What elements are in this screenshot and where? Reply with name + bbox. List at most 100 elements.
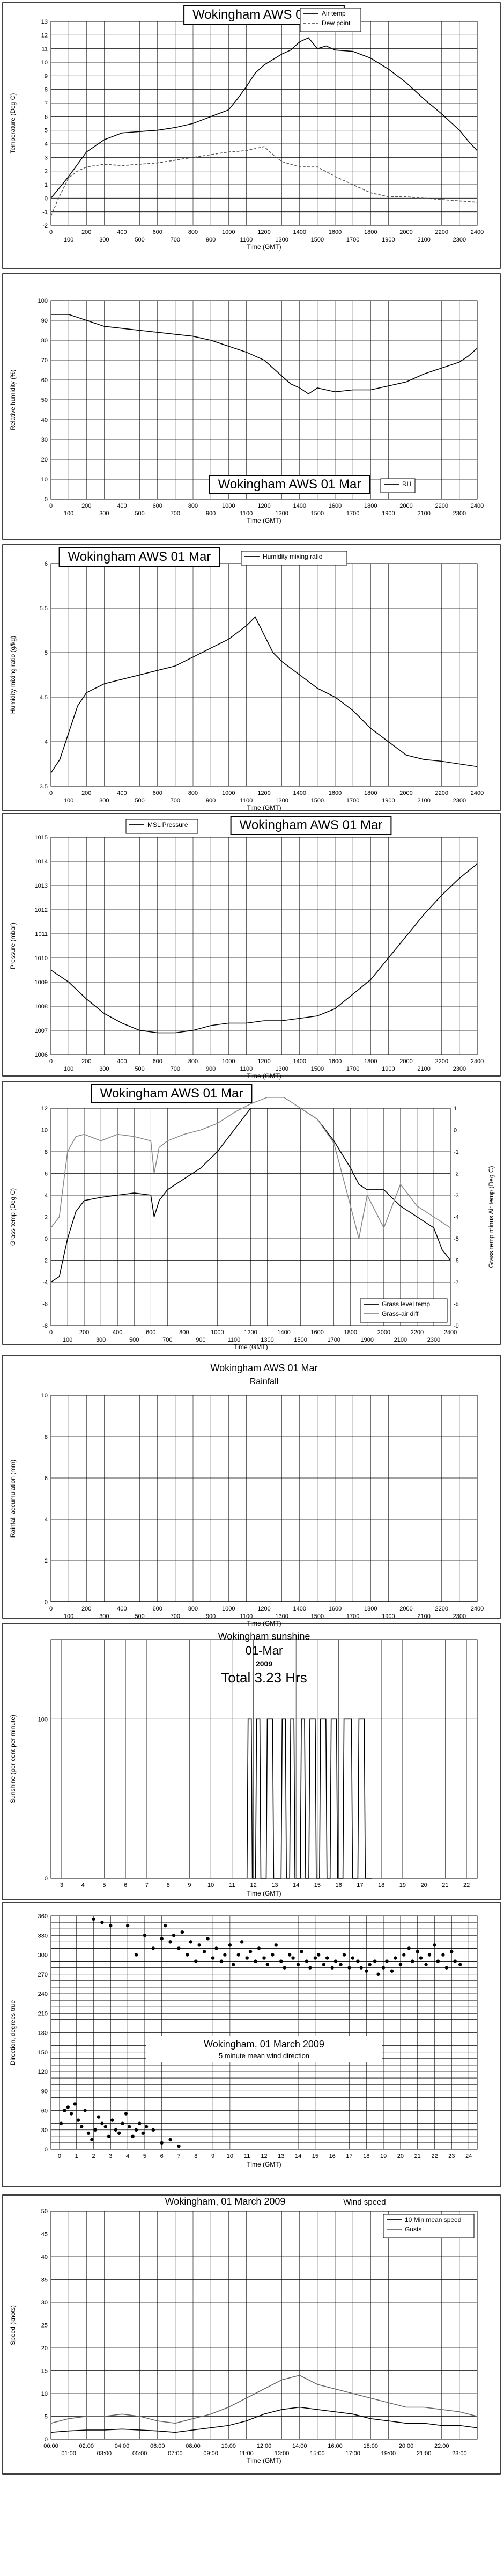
data-point: [66, 2105, 70, 2109]
y-tick-label: 70: [41, 357, 48, 364]
data-point: [69, 2112, 73, 2116]
x-tick-label: 900: [206, 237, 216, 243]
series-line-1: [50, 2406, 478, 2433]
y-tick-label: 3: [45, 155, 48, 161]
y-tick-label: 90: [41, 2088, 48, 2095]
data-point: [313, 1956, 317, 1960]
x-tick-label: 14:00: [292, 2443, 307, 2449]
data-point: [151, 1946, 155, 1950]
y-right-tick-label: -3: [454, 1192, 459, 1199]
data-point: [228, 1943, 232, 1947]
x-tick-label: 1700: [346, 1066, 359, 1072]
x-axis-label: Time (GMT): [247, 2161, 281, 2168]
x-tick-label: 700: [171, 510, 180, 517]
x-tick-label: 16: [329, 2153, 336, 2160]
x-tick-label: 2400: [471, 790, 484, 796]
data-point: [427, 1953, 432, 1957]
data-point: [186, 1953, 189, 1957]
y-tick-label: 9: [45, 73, 48, 79]
data-point: [134, 2128, 138, 2132]
x-tick-label: 100: [64, 237, 73, 243]
x-tick-label: 2300: [453, 1066, 466, 1072]
y-tick-label: 4.5: [40, 694, 48, 701]
series-line-1: [50, 1108, 451, 1283]
x-axis-label: Time (GMT): [247, 517, 281, 524]
data-point: [351, 1956, 355, 1960]
x-tick-label: 1400: [293, 1606, 306, 1612]
x-tick-label: 1300: [275, 1066, 288, 1072]
y-tick-label: 6: [45, 1171, 48, 1177]
y-tick-label: 6: [45, 1475, 48, 1482]
y-right-tick-label: -2: [454, 1171, 459, 1177]
y-tick-label: 180: [38, 2030, 48, 2037]
y-tick-label: 40: [41, 2254, 48, 2260]
y-tick-label: -4: [42, 1279, 48, 1286]
y-tick-label: 20: [41, 457, 48, 463]
x-tick-label: 2: [92, 2153, 95, 2160]
chart-frame: [2, 2, 501, 269]
x-tick-label: 1800: [364, 229, 377, 236]
y-tick-label: 0: [45, 2147, 48, 2153]
x-tick-label: 0: [49, 1058, 53, 1065]
data-point: [394, 1956, 397, 1960]
x-tick-label: 1000: [222, 790, 235, 796]
data-point: [359, 1966, 363, 1970]
y-tick-label: 2: [45, 1214, 48, 1221]
x-tick-label: 200: [81, 503, 91, 509]
x-tick-label: 04:00: [115, 2443, 130, 2449]
y-right-tick-label: -4: [454, 1214, 459, 1221]
legend: [360, 1298, 448, 1323]
x-tick-label: 18: [378, 1882, 384, 1889]
x-tick-label: 2200: [435, 790, 448, 796]
x-tick-label: 12: [261, 2153, 267, 2160]
y-tick-label: 5: [45, 650, 48, 656]
x-tick-label: 1100: [240, 1613, 253, 1620]
data-point: [257, 1946, 261, 1950]
x-tick-label: 05:00: [132, 2450, 147, 2457]
x-tick-label: 800: [188, 1606, 198, 1612]
x-tick-label: 2100: [417, 510, 430, 517]
x-tick-label: 7: [177, 2153, 180, 2160]
x-tick-label: 06:00: [150, 2443, 165, 2449]
y-right-tick-label: -1: [454, 1149, 459, 1155]
data-point: [424, 1963, 428, 1966]
x-tick-label: 300: [99, 237, 109, 243]
x-tick-label: 1200: [257, 503, 270, 509]
x-tick-label: 1900: [382, 797, 395, 804]
data-point: [110, 2118, 114, 2122]
chart-title: Wokingham AWS 01 Mar: [210, 1363, 317, 1373]
y-tick-label: 0: [45, 1236, 48, 1242]
x-tick-label: 12:00: [257, 2443, 272, 2449]
x-tick-label: 00:00: [43, 2443, 58, 2449]
data-point: [117, 2131, 121, 2135]
data-point: [214, 1946, 218, 1950]
y-tick-label: 1006: [35, 1052, 48, 1058]
plot-area: [50, 1639, 478, 1879]
x-tick-label: 300: [99, 1066, 109, 1072]
y-tick-label: 5.5: [40, 605, 48, 612]
data-point: [381, 1966, 386, 1970]
x-tick-label: 1300: [275, 797, 288, 804]
chart-subtitle: Wind speed: [343, 2198, 386, 2207]
x-tick-label: 700: [171, 1613, 180, 1620]
x-tick-label: 17: [346, 2153, 352, 2160]
y-right-tick-label: -6: [454, 1258, 459, 1264]
x-tick-label: 2300: [427, 1337, 440, 1343]
x-tick-label: 500: [135, 237, 144, 243]
x-tick-label: 1200: [257, 1058, 270, 1065]
y-tick-label: 15: [41, 2368, 48, 2375]
y-tick-label: 30: [41, 2127, 48, 2134]
data-point: [416, 1950, 419, 1953]
y-axis-label: Rainfall accumulation (mm): [9, 1460, 17, 1538]
x-tick-label: 400: [117, 1058, 127, 1065]
chart-subtitle: Rainfall: [250, 1377, 278, 1386]
x-tick-label: 0: [49, 790, 53, 796]
x-tick-label: 2200: [435, 503, 448, 509]
x-tick-label: 1700: [346, 1613, 359, 1620]
x-tick-label: 1500: [311, 1613, 324, 1620]
legend-label: Grass level temp: [382, 1300, 430, 1308]
x-tick-label: 1000: [222, 1606, 235, 1612]
x-axis-label: Time (GMT): [247, 2457, 281, 2464]
legend: [300, 8, 361, 32]
data-point: [342, 1953, 346, 1957]
